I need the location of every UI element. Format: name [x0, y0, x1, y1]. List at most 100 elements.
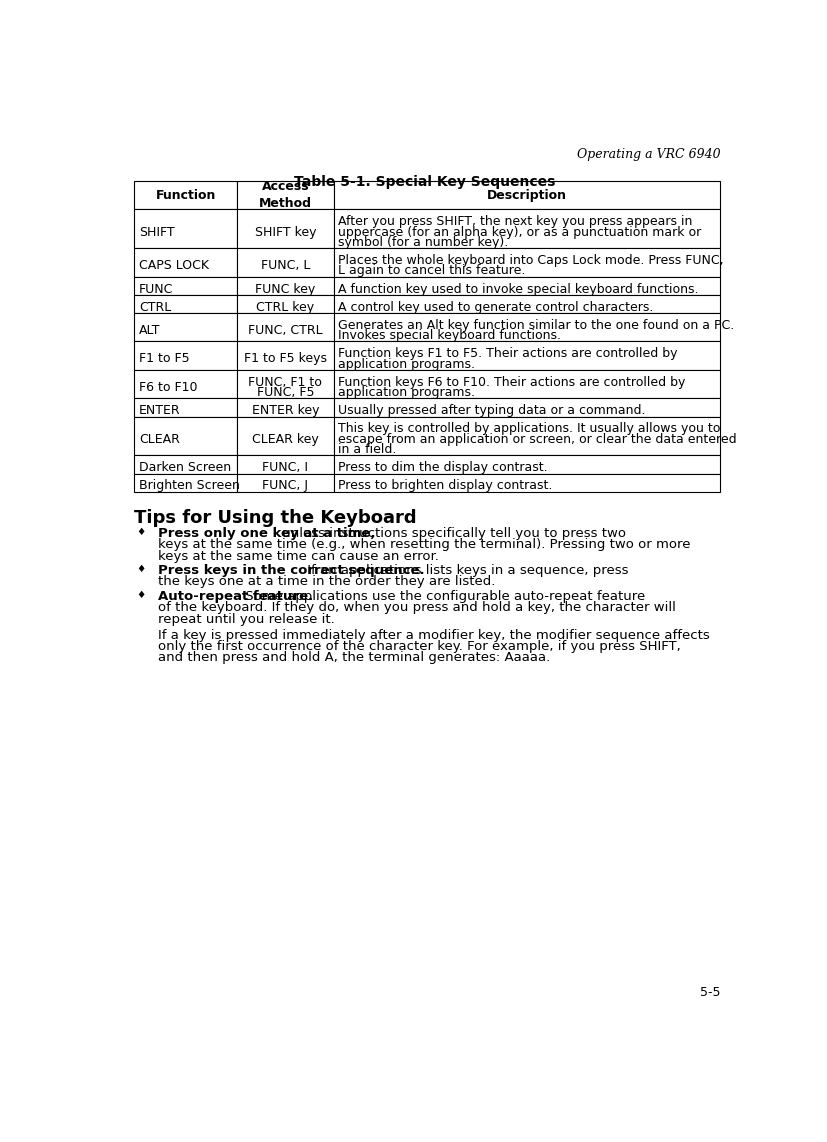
Bar: [237, 313, 333, 341]
Text: F1 to F5 keys: F1 to F5 keys: [244, 353, 327, 365]
Bar: [134, 341, 237, 370]
Bar: [134, 276, 237, 295]
Text: the keys one at a time in the order they are listed.: the keys one at a time in the order they…: [158, 576, 495, 588]
Text: FUNC, J: FUNC, J: [262, 480, 308, 492]
Text: Press to dim the display contrast.: Press to dim the display contrast.: [338, 461, 547, 474]
Text: CTRL key: CTRL key: [256, 300, 314, 314]
Text: symbol (for a number key).: symbol (for a number key).: [338, 236, 508, 249]
Bar: [333, 180, 719, 209]
Bar: [333, 417, 719, 456]
Text: escape from an application or screen, or clear the data entered: escape from an application or screen, or…: [338, 433, 736, 445]
Text: Press to brighten display contrast.: Press to brighten display contrast.: [338, 480, 552, 492]
Text: Description: Description: [486, 188, 566, 202]
Text: If an applications lists keys in a sequence, press: If an applications lists keys in a seque…: [303, 564, 628, 577]
Text: unless instructions specifically tell you to press two: unless instructions specifically tell yo…: [278, 528, 626, 540]
Bar: [134, 313, 237, 341]
Bar: [333, 341, 719, 370]
Text: FUNC, L: FUNC, L: [261, 259, 309, 272]
Text: and then press and hold A, the terminal generates: Aaaaa.: and then press and hold A, the terminal …: [158, 651, 549, 665]
Text: ENTER: ENTER: [139, 404, 180, 417]
Text: FUNC, CTRL: FUNC, CTRL: [248, 324, 323, 337]
Bar: [237, 248, 333, 276]
Text: CLEAR: CLEAR: [139, 433, 179, 445]
Text: keys at the same time (e.g., when resetting the terminal). Pressing two or more: keys at the same time (e.g., when resett…: [158, 538, 690, 552]
Bar: [237, 456, 333, 474]
Text: ♦: ♦: [136, 590, 146, 600]
Bar: [333, 313, 719, 341]
Text: This key is controlled by applications. It usually allows you to: This key is controlled by applications. …: [338, 423, 719, 435]
Text: After you press SHIFT, the next key you press appears in: After you press SHIFT, the next key you …: [338, 215, 692, 228]
Bar: [333, 248, 719, 276]
Text: ♦: ♦: [136, 528, 146, 537]
Text: application programs.: application programs.: [338, 357, 475, 371]
Text: A control key used to generate control characters.: A control key used to generate control c…: [338, 300, 653, 314]
Text: Press only one key at a time,: Press only one key at a time,: [158, 528, 375, 540]
Text: in a field.: in a field.: [338, 443, 396, 456]
Bar: [134, 248, 237, 276]
Text: Usually pressed after typing data or a command.: Usually pressed after typing data or a c…: [338, 404, 645, 417]
Bar: [333, 399, 719, 417]
Text: Function keys F1 to F5. Their actions are controlled by: Function keys F1 to F5. Their actions ar…: [338, 347, 677, 360]
Text: Brighten Screen: Brighten Screen: [139, 480, 240, 492]
Text: Function keys F6 to F10. Their actions are controlled by: Function keys F6 to F10. Their actions a…: [338, 376, 685, 388]
Text: FUNC: FUNC: [139, 282, 174, 296]
Text: Places the whole keyboard into Caps Lock mode. Press FUNC,: Places the whole keyboard into Caps Lock…: [338, 254, 723, 267]
Bar: [237, 417, 333, 456]
Text: FUNC key: FUNC key: [255, 282, 315, 296]
Bar: [134, 370, 237, 399]
Text: application programs.: application programs.: [338, 386, 475, 400]
Text: Press keys in the correct sequence.: Press keys in the correct sequence.: [158, 564, 424, 577]
Bar: [333, 209, 719, 248]
Bar: [134, 180, 237, 209]
Bar: [237, 180, 333, 209]
Text: Function: Function: [155, 188, 216, 202]
Text: uppercase (for an alpha key), or as a punctuation mark or: uppercase (for an alpha key), or as a pu…: [338, 226, 700, 239]
Text: Tips for Using the Keyboard: Tips for Using the Keyboard: [134, 508, 417, 526]
Bar: [333, 295, 719, 313]
Text: Invokes special keyboard functions.: Invokes special keyboard functions.: [338, 329, 561, 343]
Text: FUNC, I: FUNC, I: [262, 461, 308, 474]
Text: keys at the same time can cause an error.: keys at the same time can cause an error…: [158, 549, 438, 563]
Text: Access
Method: Access Method: [259, 180, 312, 210]
Bar: [134, 474, 237, 491]
Text: ENTER key: ENTER key: [251, 404, 318, 417]
Bar: [237, 276, 333, 295]
Text: F6 to F10: F6 to F10: [139, 381, 198, 394]
Bar: [237, 341, 333, 370]
Text: FUNC, F5: FUNC, F5: [256, 386, 313, 400]
Bar: [134, 399, 237, 417]
Bar: [134, 456, 237, 474]
Bar: [237, 474, 333, 491]
Text: F1 to F5: F1 to F5: [139, 353, 189, 365]
Text: ALT: ALT: [139, 324, 160, 337]
Text: SHIFT key: SHIFT key: [255, 226, 316, 239]
Text: A function key used to invoke special keyboard functions.: A function key used to invoke special ke…: [338, 282, 698, 296]
Bar: [237, 209, 333, 248]
Text: Table 5-1. Special Key Sequences: Table 5-1. Special Key Sequences: [294, 175, 554, 188]
Text: L again to cancel this feature.: L again to cancel this feature.: [338, 265, 525, 278]
Text: CTRL: CTRL: [139, 300, 171, 314]
Text: If a key is pressed immediately after a modifier key, the modifier sequence affe: If a key is pressed immediately after a …: [158, 628, 709, 642]
Bar: [333, 474, 719, 491]
Text: Operating a VRC 6940: Operating a VRC 6940: [576, 147, 719, 161]
Text: CLEAR key: CLEAR key: [251, 433, 318, 445]
Bar: [333, 276, 719, 295]
Bar: [333, 456, 719, 474]
Bar: [134, 295, 237, 313]
Text: repeat until you release it.: repeat until you release it.: [158, 612, 334, 626]
Bar: [333, 370, 719, 399]
Text: Generates an Alt key function similar to the one found on a PC.: Generates an Alt key function similar to…: [338, 319, 734, 332]
Bar: [134, 417, 237, 456]
Text: CAPS LOCK: CAPS LOCK: [139, 259, 209, 272]
Text: FUNC, F1 to: FUNC, F1 to: [248, 376, 322, 388]
Bar: [237, 399, 333, 417]
Bar: [237, 370, 333, 399]
Bar: [237, 295, 333, 313]
Text: only the first occurrence of the character key. For example, if you press SHIFT,: only the first occurrence of the charact…: [158, 640, 680, 653]
Text: Auto-repeat feature.: Auto-repeat feature.: [158, 590, 313, 603]
Text: SHIFT: SHIFT: [139, 226, 174, 239]
Text: ♦: ♦: [136, 564, 146, 574]
Text: of the keyboard. If they do, when you press and hold a key, the character will: of the keyboard. If they do, when you pr…: [158, 601, 675, 614]
Text: Some applications use the configurable auto-repeat feature: Some applications use the configurable a…: [241, 590, 644, 603]
Text: 5-5: 5-5: [699, 987, 719, 999]
